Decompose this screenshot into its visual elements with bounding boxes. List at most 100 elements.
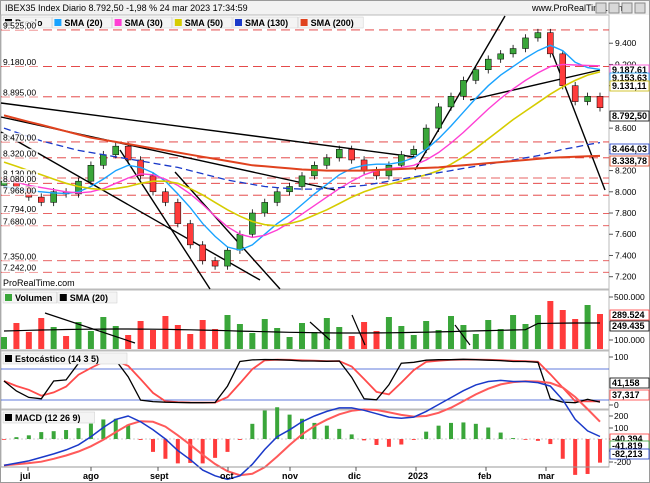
vol-trendline-2[interactable] [309, 321, 331, 341]
price-candles [0, 28, 604, 270]
maximize-icon[interactable] [595, 2, 607, 14]
candle-body[interactable] [485, 58, 492, 71]
candle-body[interactable] [261, 202, 268, 214]
legend-box[interactable] [172, 16, 233, 29]
sma-line-200[interactable] [3, 114, 601, 172]
candle-body[interactable] [87, 165, 95, 182]
candle-body[interactable] [211, 260, 219, 267]
candle-body[interactable] [398, 154, 405, 166]
legend-label: SMA (130) [245, 18, 288, 28]
legend-swatch [174, 19, 182, 26]
candle-body[interactable] [571, 85, 579, 102]
value-badge-label: 9.153,63 [612, 73, 647, 83]
sma-line-30[interactable] [3, 63, 601, 239]
volume-bar [13, 323, 20, 349]
legend-box[interactable] [2, 411, 95, 424]
legend-box[interactable] [112, 16, 173, 29]
legend-label: SMA (30) [125, 18, 163, 28]
macd-signal-line [3, 380, 601, 477]
close-icon[interactable] [634, 2, 646, 14]
vol-trendline-4[interactable] [454, 324, 471, 346]
candle-body[interactable] [224, 249, 231, 267]
candle-body[interactable] [422, 127, 430, 150]
volume-bar [274, 328, 281, 349]
candle-body[interactable] [584, 96, 591, 102]
candle-body[interactable] [348, 149, 355, 161]
sma-line-20[interactable] [3, 44, 601, 251]
macd-hist-bar [39, 432, 44, 439]
legend-box[interactable] [232, 16, 298, 29]
axis-tick-label: 100 [614, 352, 628, 362]
candle-body[interactable] [410, 149, 417, 155]
price-level-bg [2, 263, 38, 273]
candle-body[interactable] [435, 106, 442, 129]
legend-box[interactable] [298, 16, 364, 29]
settings-icon[interactable] [621, 2, 633, 14]
candle-body[interactable] [50, 191, 57, 203]
time-axis-label: ago [83, 471, 100, 481]
candle-body[interactable] [298, 175, 306, 187]
candle-body[interactable] [273, 191, 281, 203]
vol-trendline-3[interactable] [351, 314, 366, 346]
zoom-icon[interactable] [608, 2, 620, 14]
price-level-bg [2, 204, 38, 214]
candle-body[interactable] [174, 202, 182, 224]
legend-box[interactable] [2, 352, 128, 365]
candle-body[interactable] [38, 196, 45, 203]
value-badge-label: 8.464,03 [612, 144, 647, 154]
legend-box[interactable] [57, 291, 118, 304]
volume-bar [373, 331, 380, 349]
macd-legend: MACD (12 26 9) [2, 411, 95, 424]
sma-line-50[interactable] [3, 71, 601, 227]
price-tick-label: 9.400 [615, 38, 637, 48]
site-url[interactable]: www.ProRealTime.com [531, 3, 625, 13]
value-badge [609, 448, 650, 460]
candle-body[interactable] [249, 212, 256, 235]
macd-hist-bar [275, 407, 280, 439]
candle-body[interactable] [509, 48, 517, 55]
sma-line-130[interactable] [3, 127, 601, 190]
legend-box[interactable] [52, 16, 112, 29]
trendline-3[interactable] [0, 131, 261, 281]
trendline-1[interactable] [0, 102, 416, 158]
value-badge-label: 289.524 [612, 310, 645, 320]
vol-trendline-1[interactable] [44, 312, 136, 344]
candle-body[interactable] [497, 53, 504, 60]
candle-body[interactable] [522, 37, 529, 49]
legend-box[interactable] [2, 291, 58, 304]
macd-hist-bar [411, 439, 416, 440]
candle-body[interactable] [162, 191, 169, 203]
value-badge-label: 9.131,11 [612, 81, 647, 91]
candle-body[interactable] [596, 96, 604, 108]
trendline-5[interactable] [174, 171, 281, 290]
candle-body[interactable] [149, 175, 157, 193]
trendlines [0, 15, 606, 290]
candle-body[interactable] [559, 53, 566, 86]
volume-bar [472, 334, 479, 349]
window-buttons [595, 2, 646, 14]
price-level-label: 9.180,00 [3, 57, 36, 67]
trendline-8[interactable] [547, 41, 606, 191]
candle-body[interactable] [336, 149, 343, 159]
candle-body[interactable] [236, 233, 244, 251]
legend-label: Volumen [15, 293, 52, 303]
trendline-6[interactable] [414, 15, 506, 171]
value-badge-label: -41,819 [612, 441, 643, 451]
trendline-7[interactable] [469, 69, 601, 101]
candle-body[interactable] [187, 223, 194, 246]
candle-body[interactable] [534, 32, 542, 39]
candle-body[interactable] [323, 157, 331, 166]
candle-body[interactable] [472, 69, 480, 81]
price-level-bg [2, 57, 38, 67]
candle-body[interactable] [199, 244, 206, 262]
candle-body[interactable] [447, 96, 455, 108]
candle-body[interactable] [547, 32, 554, 55]
candle-body[interactable] [460, 80, 467, 97]
macd-hist-bar [163, 439, 168, 459]
value-badge [609, 155, 650, 167]
candle-body[interactable] [112, 145, 119, 155]
trendline-4[interactable] [119, 149, 211, 290]
candle-body[interactable] [124, 145, 132, 161]
candle-body[interactable] [100, 154, 107, 166]
